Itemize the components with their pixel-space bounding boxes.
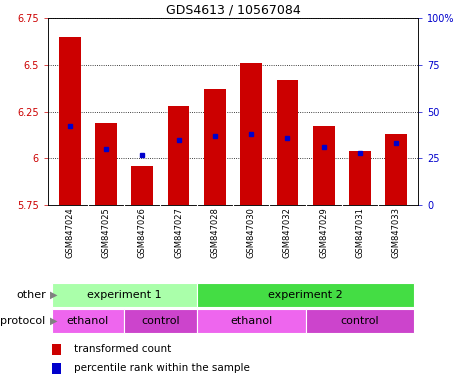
Text: transformed count: transformed count xyxy=(74,344,171,354)
Bar xyxy=(349,151,371,205)
Title: GDS4613 / 10567084: GDS4613 / 10567084 xyxy=(166,4,300,17)
Text: ethanol: ethanol xyxy=(67,316,109,326)
Bar xyxy=(313,126,335,205)
Bar xyxy=(385,134,407,205)
Text: GSM847024: GSM847024 xyxy=(65,207,74,258)
Bar xyxy=(306,308,414,333)
Text: other: other xyxy=(16,290,46,300)
Bar xyxy=(52,363,61,374)
Bar xyxy=(197,308,306,333)
Bar xyxy=(52,308,124,333)
Text: percentile rank within the sample: percentile rank within the sample xyxy=(74,363,250,373)
Bar xyxy=(124,308,197,333)
Bar xyxy=(52,344,61,355)
Bar xyxy=(95,123,117,205)
Text: GSM847033: GSM847033 xyxy=(392,207,401,258)
Text: ▶: ▶ xyxy=(50,290,57,300)
Text: GSM847032: GSM847032 xyxy=(283,207,292,258)
Text: GSM847026: GSM847026 xyxy=(138,207,147,258)
Text: GSM847030: GSM847030 xyxy=(246,207,256,258)
Bar xyxy=(168,106,189,205)
Text: experiment 1: experiment 1 xyxy=(87,290,161,300)
Text: ethanol: ethanol xyxy=(230,316,272,326)
Bar xyxy=(204,89,226,205)
Bar xyxy=(197,283,414,308)
Bar xyxy=(52,283,197,308)
Text: ▶: ▶ xyxy=(50,316,57,326)
Text: GSM847028: GSM847028 xyxy=(210,207,219,258)
Text: protocol: protocol xyxy=(0,316,46,326)
Text: GSM847027: GSM847027 xyxy=(174,207,183,258)
Bar xyxy=(132,166,153,205)
Bar xyxy=(277,80,298,205)
Text: control: control xyxy=(141,316,180,326)
Bar xyxy=(59,37,80,205)
Text: GSM847025: GSM847025 xyxy=(101,207,111,258)
Text: control: control xyxy=(341,316,379,326)
Text: experiment 2: experiment 2 xyxy=(268,290,343,300)
Bar xyxy=(240,63,262,205)
Text: GSM847029: GSM847029 xyxy=(319,207,328,258)
Text: GSM847031: GSM847031 xyxy=(355,207,365,258)
